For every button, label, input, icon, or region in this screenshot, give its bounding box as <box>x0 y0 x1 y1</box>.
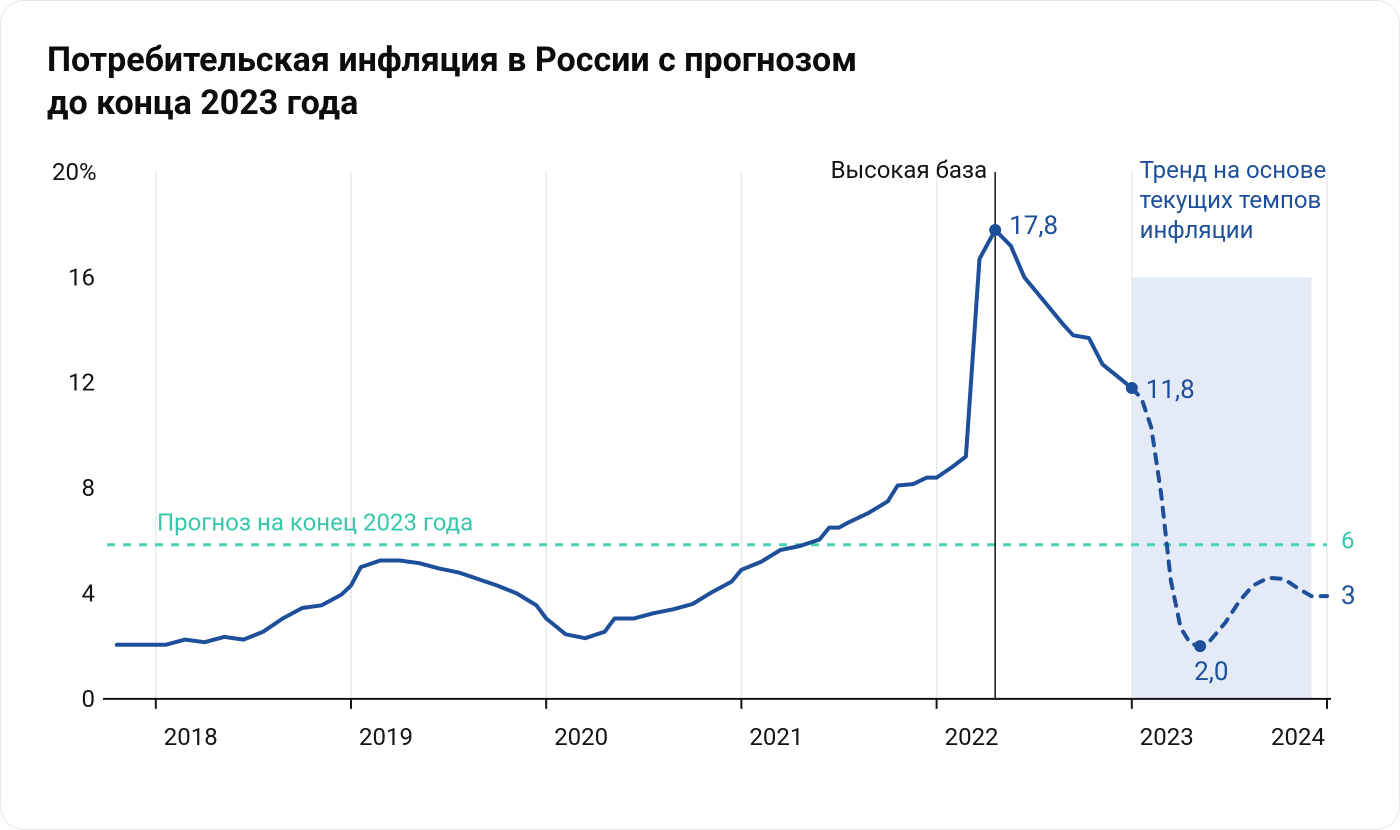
trend-label: Тренд на основе <box>1140 156 1327 184</box>
series-actual <box>117 230 1132 645</box>
highbase-label: Высокая база <box>831 156 988 184</box>
data-marker-label: 17,8 <box>1009 211 1058 241</box>
target-value-label: 6,0 <box>1341 527 1355 555</box>
trend-label: текущих темпов <box>1140 186 1322 214</box>
x-tick-label: 2020 <box>554 723 608 751</box>
data-marker <box>989 224 1001 236</box>
chart-card: Потребительская инфляция в России с прог… <box>0 0 1400 830</box>
forecast-band <box>1132 277 1312 698</box>
title-line-2: до конца 2023 года <box>47 83 358 123</box>
trend-label: инфляции <box>1140 216 1254 244</box>
end-value-label: 3,9 <box>1341 581 1355 611</box>
chart-area: 2018 2019 2020 2021 2022 2023 2024 0 4 8 12 16 20% Пр… <box>47 152 1353 792</box>
y-tick-label: 12 <box>68 369 95 397</box>
y-tick-label: 8 <box>82 474 96 502</box>
x-tick-label: 2022 <box>945 723 999 751</box>
x-tick-label: 2024 <box>1271 723 1325 751</box>
data-marker-label: 11,8 <box>1146 375 1195 405</box>
target-line-label: Прогноз на конец 2023 года <box>157 509 473 537</box>
x-tick-label: 2021 <box>749 723 803 751</box>
y-tick-label: 20% <box>52 158 97 186</box>
chart-title: Потребительская инфляция в России с прог… <box>47 39 1353 124</box>
x-tick-label: 2023 <box>1140 723 1194 751</box>
data-marker <box>1194 640 1206 652</box>
data-marker <box>1126 382 1138 394</box>
y-tick-label: 0 <box>82 685 96 713</box>
line-chart: 2018 2019 2020 2021 2022 2023 2024 0 4 8 12 16 20% Пр… <box>47 152 1355 792</box>
x-tick-label: 2019 <box>359 723 413 751</box>
data-marker-label: 2,0 <box>1194 657 1228 687</box>
y-tick-label: 4 <box>82 579 96 607</box>
title-line-1: Потребительская инфляция в России с прог… <box>47 40 857 80</box>
x-tick-label: 2018 <box>164 723 218 751</box>
y-tick-label: 16 <box>68 263 95 291</box>
